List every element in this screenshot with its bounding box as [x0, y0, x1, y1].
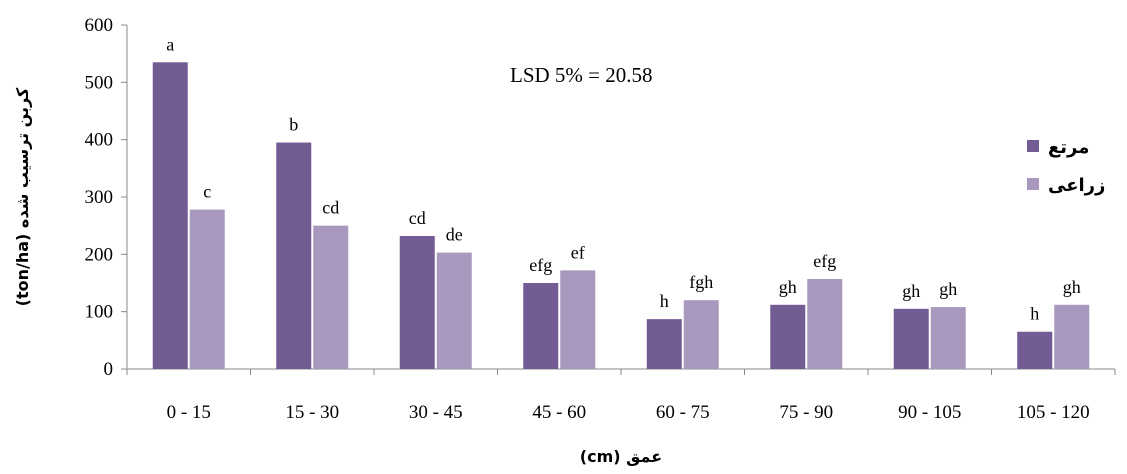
legend-swatch [1027, 178, 1039, 190]
bar-series-2 [1054, 304, 1090, 369]
bar-data-label: fgh [689, 272, 713, 292]
x-tick-label: 30 - 45 [409, 402, 463, 423]
legend-label: مرتع [1048, 137, 1089, 158]
bar-data-label: c [203, 182, 211, 202]
bar-series-2 [930, 307, 966, 369]
legend-swatch [1027, 140, 1039, 152]
bar-series-2 [807, 278, 843, 369]
x-tick-label: 45 - 60 [532, 402, 586, 423]
bar-series-2 [683, 300, 719, 369]
bar-series-2 [436, 252, 472, 369]
y-tick-label: 500 [85, 72, 114, 93]
bar-series-1 [646, 319, 682, 369]
x-tick-label: 75 - 90 [779, 402, 833, 423]
bar-data-label: cd [322, 198, 339, 218]
bar-series-2 [189, 209, 225, 369]
bar-data-label: b [289, 115, 298, 135]
x-tick-label: 0 - 15 [167, 402, 211, 423]
bar-data-label: gh [902, 281, 920, 301]
y-tick-label: 600 [85, 15, 114, 36]
x-tick-label: 60 - 75 [656, 402, 710, 423]
y-tick-label: 100 [85, 302, 114, 323]
bars [152, 62, 1090, 370]
bar-series-1 [152, 62, 188, 370]
y-ticks: 0 100 200 300 400 500 600 [85, 15, 127, 380]
bar-series-1 [893, 308, 929, 369]
y-tick-label: 300 [85, 187, 114, 208]
bar-data-label: efg [813, 251, 836, 271]
bar-data-label: h [660, 291, 669, 311]
bar-series-2 [560, 270, 596, 369]
x-axis-title: عمق (cm) [580, 447, 662, 466]
legend: مرتع زراعی [1027, 137, 1105, 196]
bar-series-2 [313, 225, 349, 369]
bar-data-label: a [166, 34, 174, 54]
bar-series-1 [770, 304, 806, 369]
x-ticks: 0 - 15 15 - 30 30 - 45 45 - 60 60 - 75 75 - 9… [126, 369, 1116, 423]
bar-series-1 [399, 235, 435, 369]
bar-series-1 [276, 142, 312, 369]
bar-data-label: ef [571, 242, 585, 262]
bar-data-label: h [1030, 304, 1039, 324]
y-tick-label: 0 [104, 359, 114, 380]
x-tick-label: 90 - 105 [898, 402, 961, 423]
lsd-annotation: LSD 5% = 20.58 [510, 63, 653, 87]
bar-data-label: gh [779, 277, 797, 297]
x-tick-label: 105 - 120 [1017, 402, 1090, 423]
x-tick-label: 15 - 30 [285, 402, 339, 423]
y-tick-label: 200 [85, 244, 114, 265]
bar-data-label: gh [939, 279, 957, 299]
bar-data-label: de [446, 225, 463, 245]
bar-data-label: gh [1063, 277, 1081, 297]
y-axis-title: کربن ترسیب شده (ton/ha) [13, 87, 32, 306]
legend-label: زراعی [1048, 175, 1105, 196]
y-tick-label: 400 [85, 130, 114, 151]
bar-series-1 [523, 283, 559, 369]
bar-series-1 [1017, 331, 1053, 369]
bar-data-label: efg [529, 255, 552, 275]
bar-data-label: cd [409, 208, 426, 228]
